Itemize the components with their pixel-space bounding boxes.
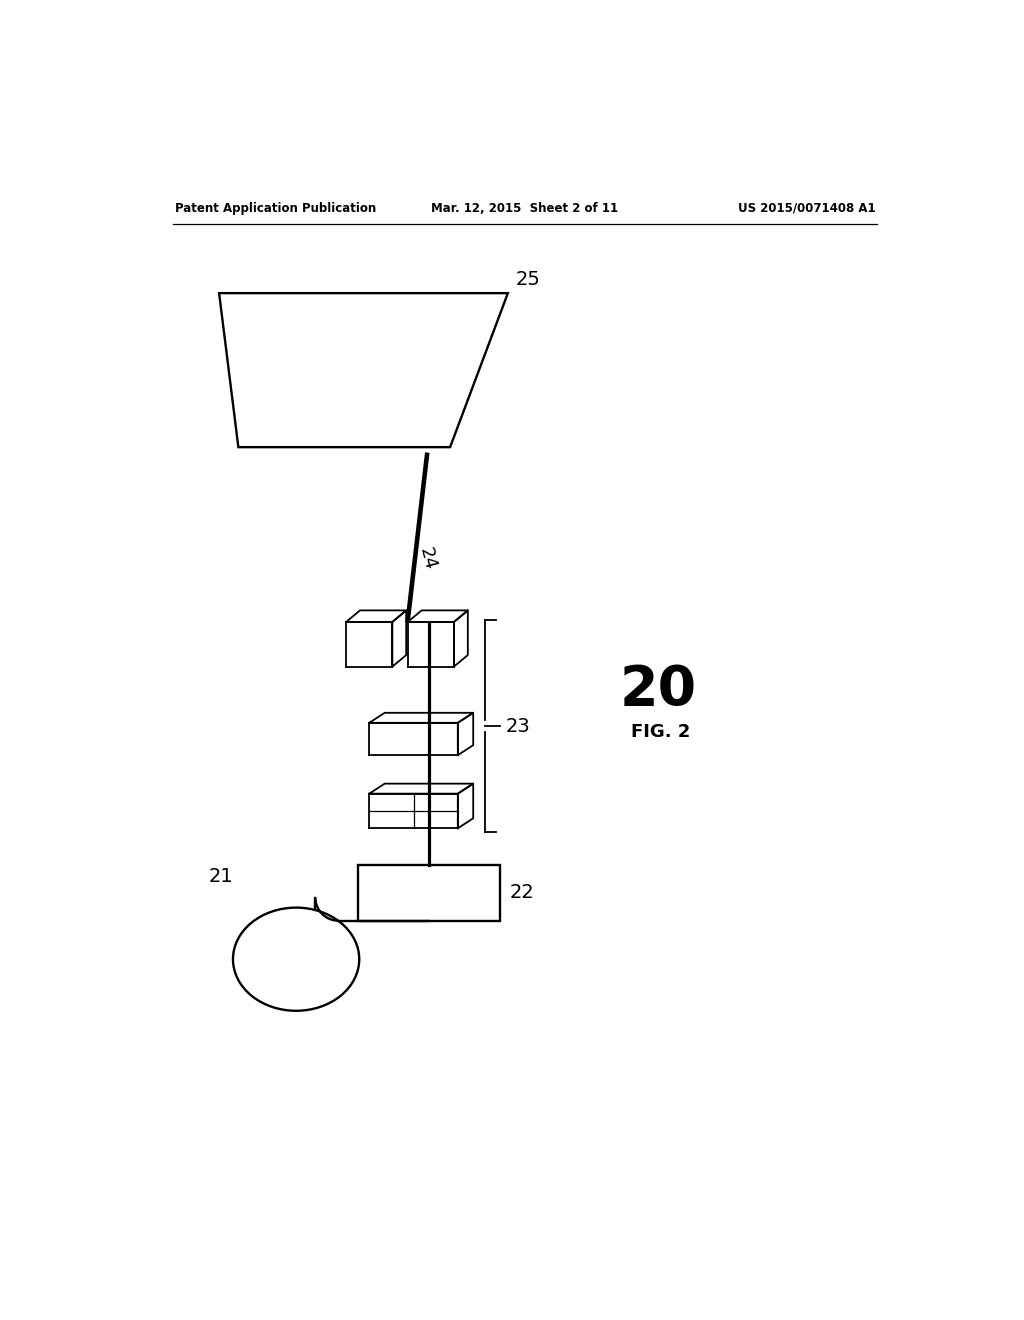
Text: FIG. 2: FIG. 2: [631, 723, 690, 741]
Text: US 2015/0071408 A1: US 2015/0071408 A1: [738, 202, 876, 215]
Text: 21: 21: [208, 867, 233, 886]
Text: 22: 22: [509, 883, 535, 903]
Text: Patent Application Publication: Patent Application Publication: [175, 202, 377, 215]
Text: 23: 23: [506, 717, 530, 735]
Text: 20: 20: [620, 663, 696, 717]
Text: 25: 25: [515, 271, 541, 289]
Text: 24: 24: [416, 545, 439, 573]
Bar: [357, 866, 500, 921]
Text: Mar. 12, 2015  Sheet 2 of 11: Mar. 12, 2015 Sheet 2 of 11: [431, 202, 618, 215]
